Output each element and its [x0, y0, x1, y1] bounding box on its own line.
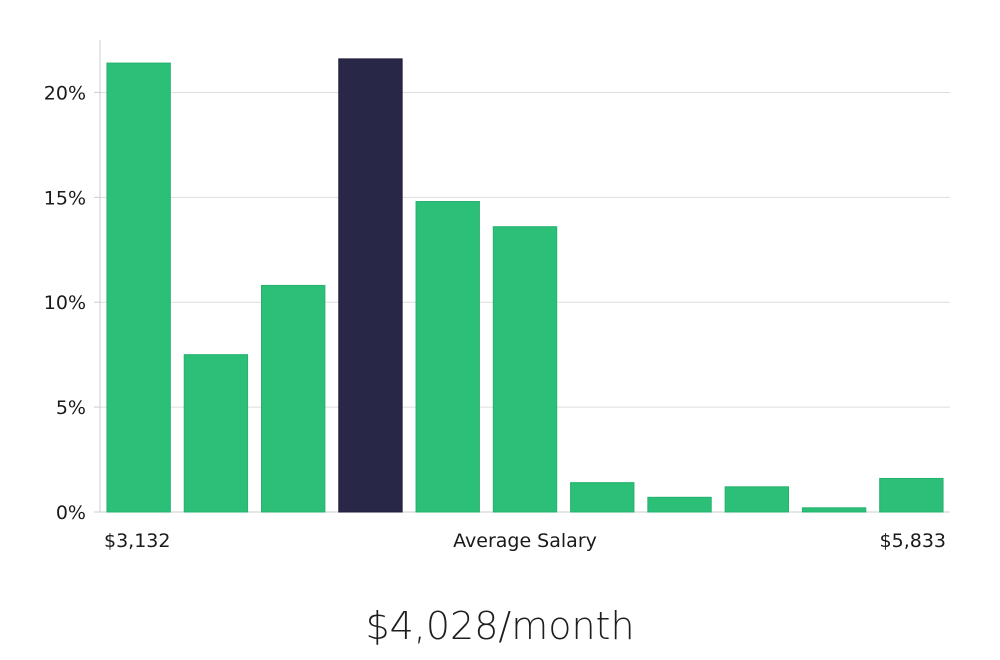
bar	[492, 226, 558, 513]
x-axis-title: Average Salary	[453, 530, 597, 552]
bar	[570, 482, 635, 513]
y-tick-label: 20%	[44, 82, 86, 104]
x-min-label: $3,132	[104, 530, 170, 552]
bar	[415, 201, 480, 513]
bar	[183, 354, 249, 513]
labels: 0% 5% 10% 15% 20% Average Salary $3,132 $5,833	[44, 82, 946, 552]
x-max-label: $5,833	[880, 530, 946, 552]
average-salary-readout: $4,028/month	[365, 604, 635, 648]
bar	[879, 477, 944, 513]
bar	[261, 284, 326, 513]
bar	[647, 496, 712, 513]
y-tick-label: 10%	[44, 292, 86, 314]
bar	[724, 486, 789, 513]
histogram-svg: 0% 5% 10% 15% 20% Average Salary $3,132 $5,833	[44, 40, 950, 552]
y-tick-label: 15%	[44, 187, 86, 209]
bar	[801, 507, 867, 513]
y-tick-label: 5%	[56, 397, 86, 419]
bar	[106, 62, 171, 513]
y-tick-label: 0%	[56, 502, 86, 524]
bar-highlighted	[338, 58, 403, 513]
bars	[106, 58, 944, 513]
